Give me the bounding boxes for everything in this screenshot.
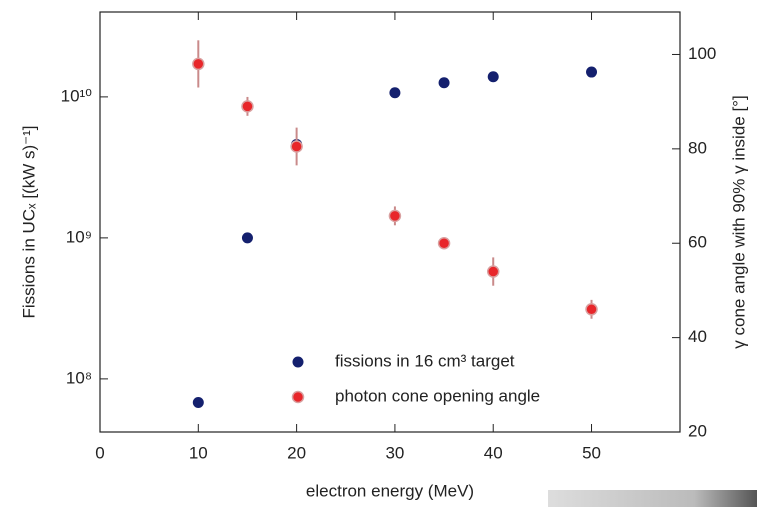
point [438,77,450,89]
point [388,209,402,223]
x-tick-label: 20 [287,443,306,462]
y-tick-label: 10¹⁰ [61,86,93,105]
legend-marker [292,356,304,368]
y2-tick-label: 40 [688,327,707,346]
point [585,303,598,316]
y2-tick-label: 20 [688,421,707,440]
legend-label: photon cone opening angle [335,386,540,405]
photo-fragment [548,490,757,507]
point [192,57,205,71]
y2-tick-label: 60 [688,233,707,252]
point [586,66,598,78]
x-axis-title: electron energy (MeV) [306,481,474,500]
point [437,236,451,250]
y-axis-title: Fissions in UCₓ [(kW s)⁻¹] [19,125,38,318]
point [192,396,204,408]
point [487,71,499,83]
point [290,140,303,153]
point [241,232,253,244]
y2-axis-title: γ cone angle with 90% γ inside [°] [729,95,748,348]
x-tick-label: 50 [582,443,601,462]
point [486,265,500,278]
y2-tick-label: 100 [688,44,716,63]
point [389,87,401,99]
x-tick-label: 40 [484,443,503,462]
y2-tick-label: 80 [688,138,707,157]
y-tick-label: 10⁸ [66,368,92,387]
plot-frame [99,11,681,433]
x-tick-label: 30 [385,443,404,462]
x-tick-label: 10 [189,443,208,462]
legend-label: fissions in 16 cm³ target [335,351,515,370]
y-tick-label: 10⁹ [66,227,92,246]
legend-marker [291,390,305,404]
x-tick-label: 0 [95,443,104,462]
point [241,100,254,113]
